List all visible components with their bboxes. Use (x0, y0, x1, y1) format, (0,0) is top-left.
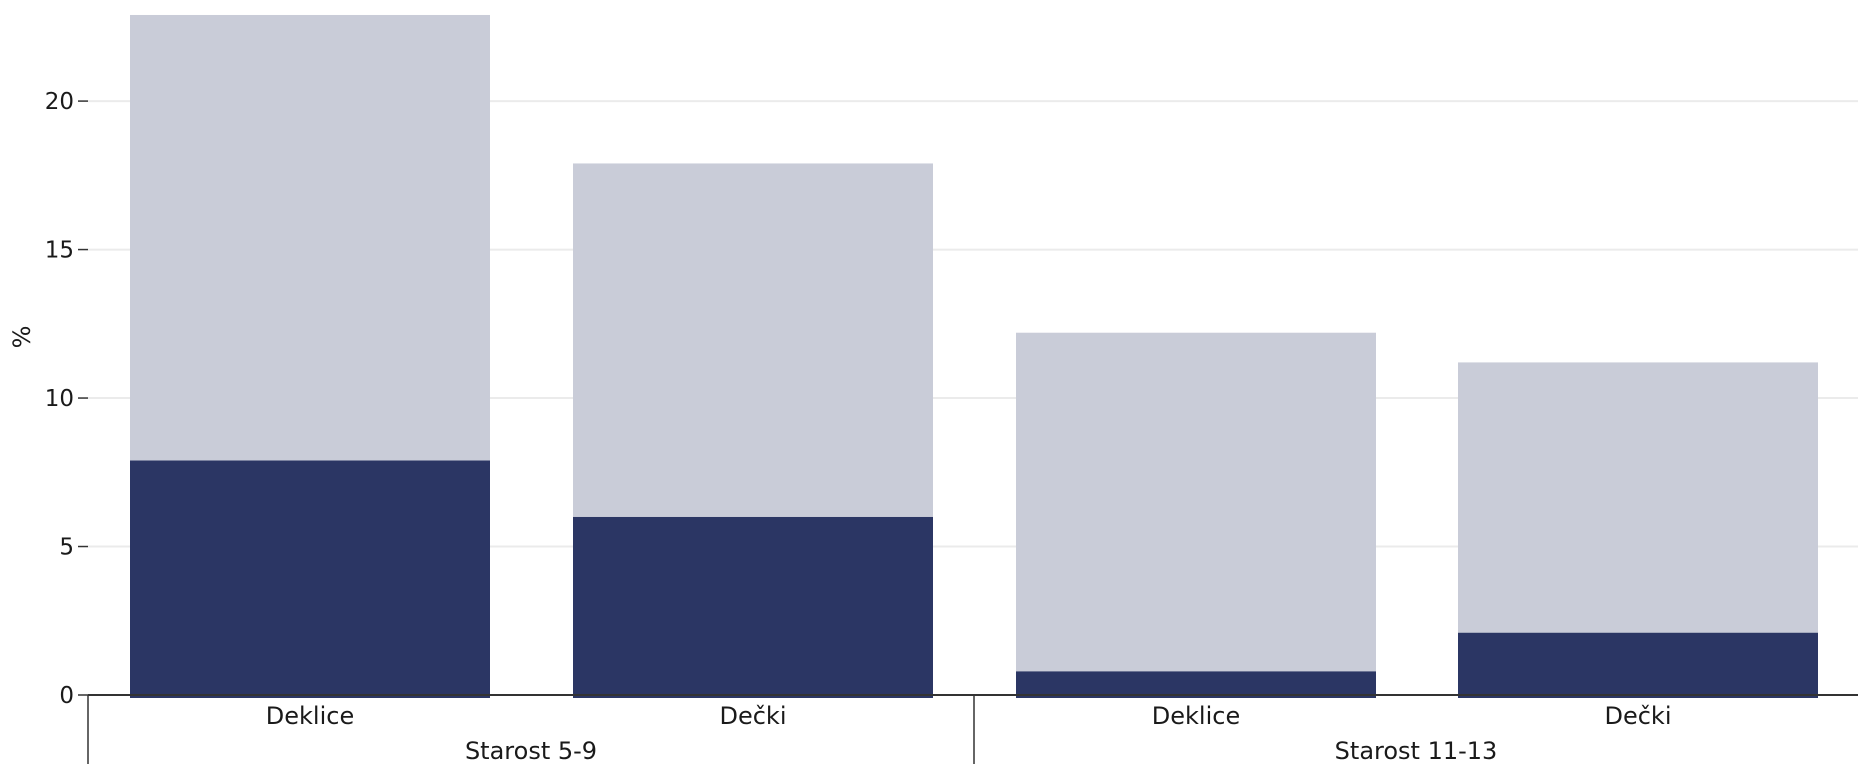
x-group-label: Starost 11-13 (1335, 737, 1498, 764)
x-category-label: Deklice (266, 702, 354, 730)
x-category-label: Dečki (719, 702, 786, 730)
axes (78, 100, 1858, 764)
bar-segment-light (130, 14, 490, 461)
bar-segment-light (573, 163, 933, 517)
bar-segment-light (1016, 332, 1376, 672)
bar-segment-dark (573, 516, 933, 698)
bar-segment-dark (130, 460, 490, 698)
bar-segment-light (1458, 362, 1818, 633)
y-tick-label: 15 (45, 238, 74, 264)
y-tick-label: 20 (45, 89, 74, 115)
bar-segment-dark (1016, 671, 1376, 698)
x-category-label: Deklice (1152, 702, 1240, 730)
bar-segment-dark (1458, 632, 1818, 698)
y-tick-label: 5 (59, 535, 74, 561)
y-axis-label: % (8, 326, 36, 349)
x-group-label: Starost 5-9 (465, 737, 597, 764)
x-category-label: Dečki (1604, 702, 1671, 730)
y-tick-label: 10 (45, 386, 74, 412)
y-tick-label: 0 (59, 683, 74, 709)
labels: 0 5 10 15 20 Deklice Dečki Deklice Dečki Starost … (8, 89, 1672, 764)
bars (130, 14, 1818, 698)
